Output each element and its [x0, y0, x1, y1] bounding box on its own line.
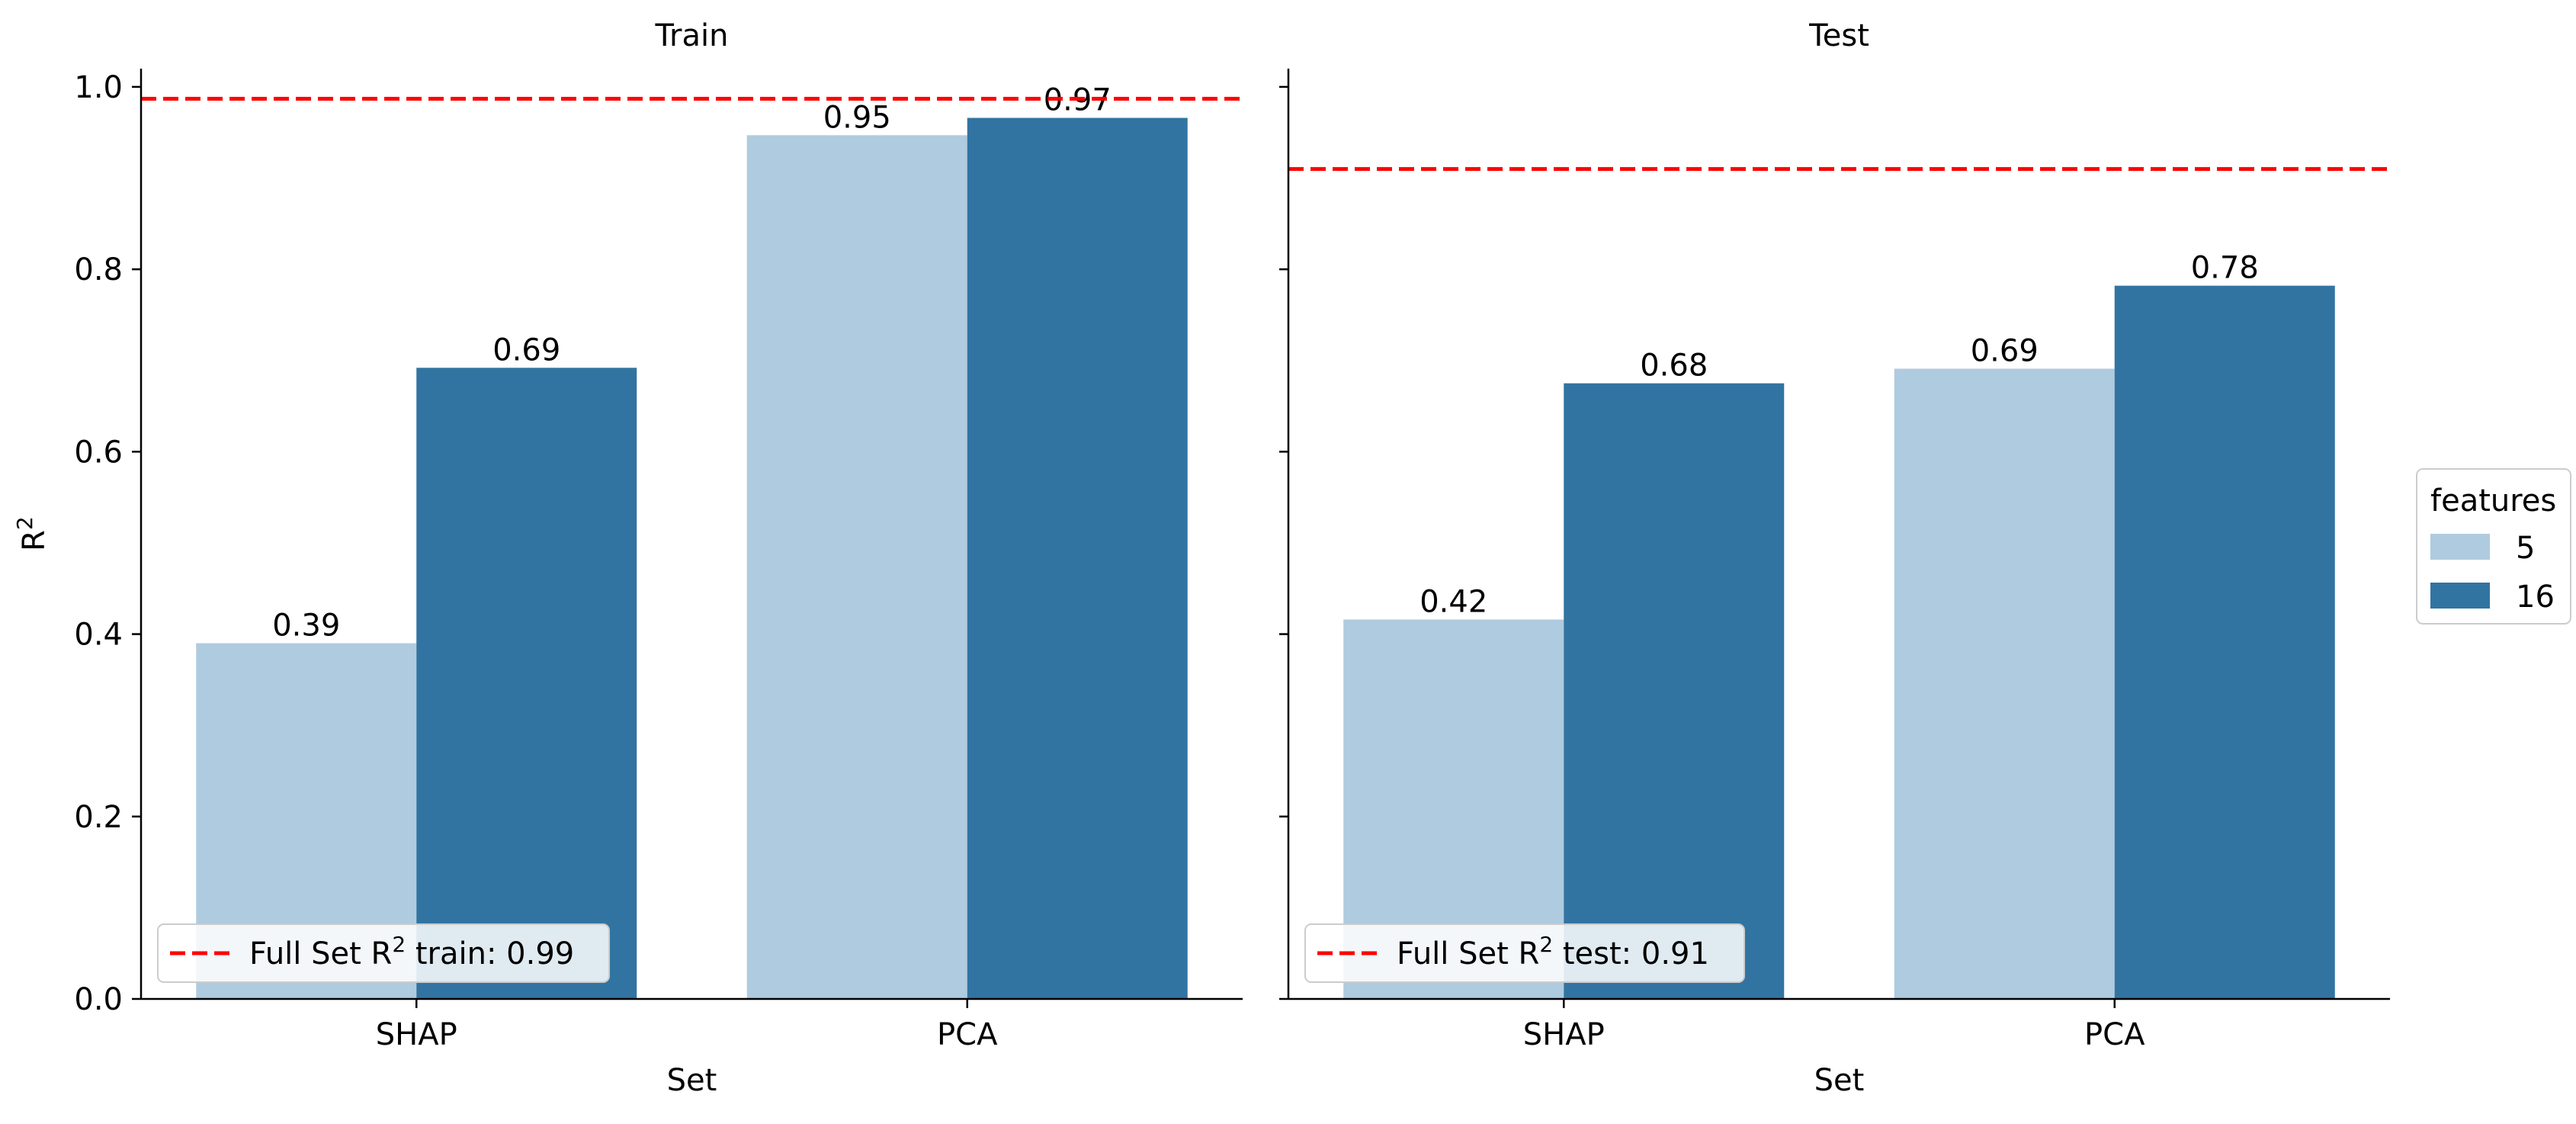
series-legend-title: features: [2430, 483, 2556, 519]
bar: [1564, 383, 1785, 999]
reference-legend-label: Full Set R2 train: 0.99: [249, 932, 574, 972]
x-axis-label: Set: [1814, 1063, 1865, 1098]
panel-test: Test 0.42 0.68 SHAP 0.69 0.78 PCA Set Full Set R…: [1279, 18, 2390, 1098]
panel-title: Train: [655, 18, 729, 53]
bar-value-label: 0.69: [1971, 334, 2039, 369]
y-tick-label: 0.0: [74, 982, 123, 1017]
series-legend-label: 5: [2516, 531, 2535, 566]
x-tick-label: PCA: [937, 1017, 998, 1052]
y-axis-label: R2: [12, 516, 53, 551]
series-legend-label: 16: [2516, 580, 2555, 615]
x-tick-label: SHAP: [1523, 1017, 1605, 1052]
series-legend: features 5 16: [2416, 468, 2571, 625]
series-legend-swatch: [2430, 534, 2490, 560]
reference-legend-box: [1304, 923, 1745, 983]
reference-legend-label: Full Set R2 test: 0.91: [1397, 932, 1709, 972]
bar: [1894, 368, 2115, 1000]
y-tick-label: 0.4: [74, 618, 123, 653]
x-tick-label: PCA: [2084, 1017, 2145, 1052]
bar-value-label: 0.69: [492, 332, 560, 368]
x-axis-label: Set: [667, 1063, 717, 1098]
y-tick-label: 1.0: [74, 70, 123, 105]
bar-value-label: 0.78: [2191, 251, 2259, 286]
y-tick-label: 0.8: [74, 252, 123, 287]
panel-title: Test: [1808, 18, 1869, 53]
bar-value-label: 0.68: [1640, 348, 1708, 384]
series-legend-swatch: [2430, 583, 2490, 609]
bar-value-label: 0.39: [272, 609, 340, 644]
bar: [967, 117, 1188, 999]
bar: [746, 135, 967, 999]
y-tick-label: 0.2: [74, 800, 123, 835]
bar: [2114, 285, 2335, 1000]
bar: [416, 368, 637, 999]
reference-legend-box: [157, 923, 610, 983]
bar-value-label: 0.42: [1420, 584, 1487, 619]
x-tick-label: SHAP: [376, 1017, 457, 1052]
y-tick-label: 0.6: [74, 435, 123, 470]
bar-value-label: 0.95: [823, 100, 891, 135]
